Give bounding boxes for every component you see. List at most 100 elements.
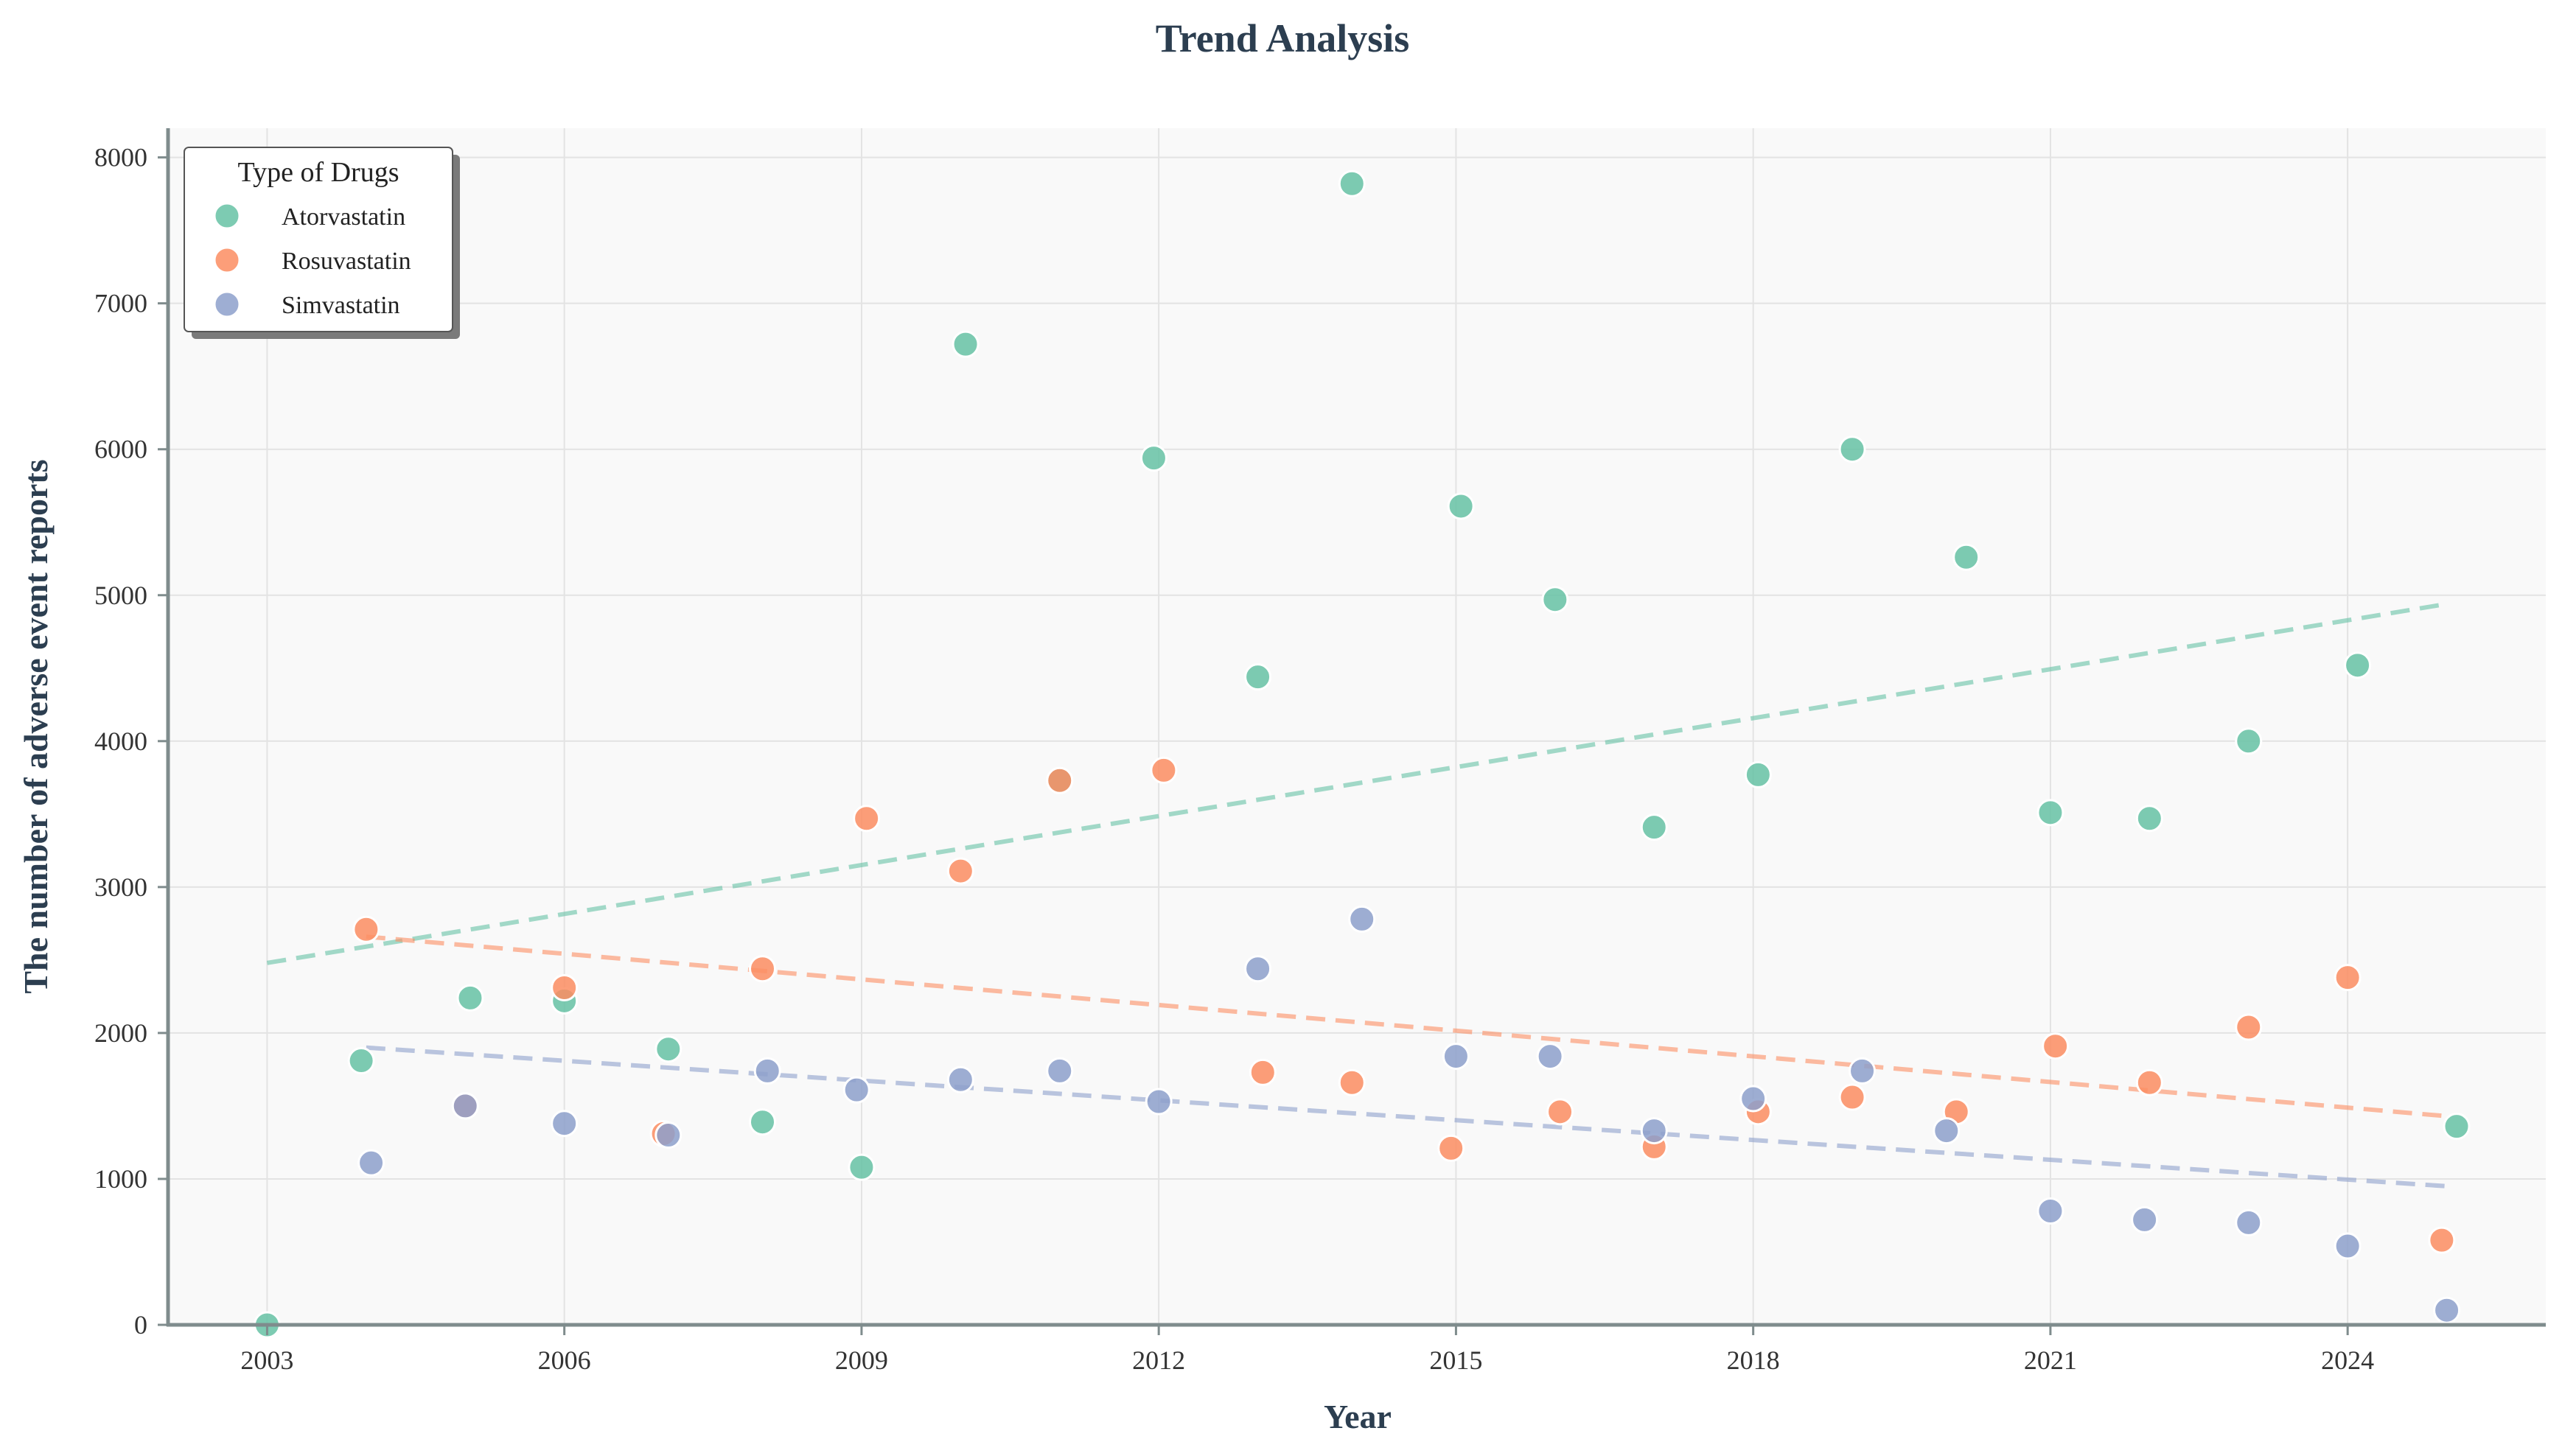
data-point-atorvastatin [1838,435,1866,463]
trend-line-rosuvastatin [366,934,2447,1119]
data-point-atorvastatin [2135,805,2163,833]
y-tick-label: 1000 [94,1164,147,1194]
legend: Type of Drugs Atorvastatin Rosuvastatin Si… [184,147,460,339]
chart-title: Trend Analysis [1156,16,1410,60]
data-points [253,169,2471,1339]
data-point-simvastatin [1145,1088,1173,1116]
x-tick-label: 2015 [1429,1345,1482,1375]
data-point-simvastatin [2036,1197,2064,1225]
data-point-atorvastatin [655,1035,683,1063]
data-point-rosuvastatin [1249,1058,1277,1086]
data-point-rosuvastatin [1838,1083,1866,1111]
data-point-simvastatin [2235,1208,2263,1236]
data-point-simvastatin [357,1149,385,1177]
data-point-atorvastatin [1139,444,1167,472]
x-tick-label: 2024 [2321,1345,2374,1375]
data-point-rosuvastatin [2428,1226,2456,1254]
data-point-rosuvastatin [2334,964,2362,992]
data-point-rosuvastatin [1150,756,1178,784]
legend-label-atorvastatin: Atorvastatin [282,203,405,231]
data-point-rosuvastatin [2235,1013,2263,1041]
data-point-rosuvastatin [749,955,776,983]
data-point-rosuvastatin [1546,1098,1574,1126]
data-point-atorvastatin [1541,586,1569,614]
y-tick-label: 4000 [94,727,147,756]
data-point-rosuvastatin [1338,1068,1366,1096]
data-point-simvastatin [1046,1057,1074,1085]
data-point-simvastatin [1640,1117,1668,1145]
x-tick-label: 2018 [1727,1345,1780,1375]
data-point-simvastatin [1849,1057,1877,1085]
data-point-rosuvastatin [551,974,579,1002]
data-point-rosuvastatin [2135,1068,2163,1096]
y-tick-label: 0 [134,1310,147,1340]
legend-title: Type of Drugs [238,157,399,188]
y-tick-label: 3000 [94,872,147,902]
legend-box [184,147,453,332]
y-tick-label: 6000 [94,435,147,464]
data-point-simvastatin [842,1076,870,1104]
data-point-simvastatin [451,1092,479,1120]
x-tick-label: 2021 [2024,1345,2077,1375]
data-point-rosuvastatin [853,805,881,833]
data-point-atorvastatin [456,984,484,1012]
data-point-rosuvastatin [946,857,974,885]
legend-label-rosuvastatin: Rosuvastatin [282,248,411,275]
data-point-simvastatin [946,1065,974,1093]
axes [158,128,2546,1335]
legend-marker-atorvastatin [213,202,241,230]
y-axis-label: The number of adverse event reports [17,459,55,993]
data-point-rosuvastatin [352,915,380,943]
data-point-simvastatin [2131,1205,2159,1233]
x-tick-label: 2006 [538,1345,591,1375]
grid [168,128,2546,1326]
data-point-simvastatin [2433,1296,2461,1324]
x-axis-label: Year [1324,1398,1392,1435]
y-tick-label: 5000 [94,581,147,610]
trend-line-simvastatin [366,1045,2447,1189]
y-tick-label: 8000 [94,143,147,172]
data-point-atorvastatin [2443,1113,2471,1141]
data-point-atorvastatin [1744,760,1772,788]
y-tick-labels: 0 1000 2000 3000 4000 5000 6000 7000 8000 [94,143,147,1340]
x-tick-labels: 2003 2006 2009 2012 2015 2018 2021 2024 [240,1345,2374,1375]
x-tick-label: 2009 [835,1345,888,1375]
data-point-atorvastatin [952,330,980,358]
data-point-rosuvastatin [1437,1134,1465,1162]
data-point-simvastatin [551,1110,579,1138]
data-point-simvastatin [655,1121,683,1149]
data-point-atorvastatin [347,1047,375,1075]
data-point-atorvastatin [2036,799,2064,827]
y-tick-label: 7000 [94,289,147,318]
data-point-simvastatin [1933,1117,1961,1145]
data-point-atorvastatin [749,1108,776,1136]
data-point-atorvastatin [1244,663,1272,691]
legend-marker-simvastatin [213,290,241,318]
data-point-rosuvastatin [2042,1032,2070,1060]
data-point-simvastatin [1442,1043,1470,1071]
x-tick-label: 2012 [1132,1345,1185,1375]
data-point-simvastatin [753,1057,781,1085]
data-point-simvastatin [1739,1085,1767,1113]
data-point-atorvastatin [1338,169,1366,197]
data-point-atorvastatin [1640,813,1668,841]
data-point-simvastatin [1348,905,1376,933]
plot-background [168,128,2546,1325]
data-point-atorvastatin [848,1153,876,1181]
data-point-atorvastatin [2344,651,2372,679]
data-point-atorvastatin [1447,492,1475,520]
trend-lines [266,601,2448,1189]
data-point-atorvastatin [1952,543,1980,571]
data-point-simvastatin [2334,1232,2362,1260]
y-tick-label: 2000 [94,1018,147,1048]
data-point-simvastatin [1244,955,1272,983]
data-point-atorvastatin [2235,727,2263,755]
x-tick-label: 2003 [240,1345,293,1375]
legend-entries: Atorvastatin Rosuvastatin Simvastatin [213,202,411,319]
legend-marker-rosuvastatin [213,246,241,274]
data-point-simvastatin [1536,1043,1564,1071]
trend-line-atorvastatin [266,601,2448,965]
data-point-rosuvastatin [1046,766,1074,794]
legend-label-simvastatin: Simvastatin [282,292,400,319]
